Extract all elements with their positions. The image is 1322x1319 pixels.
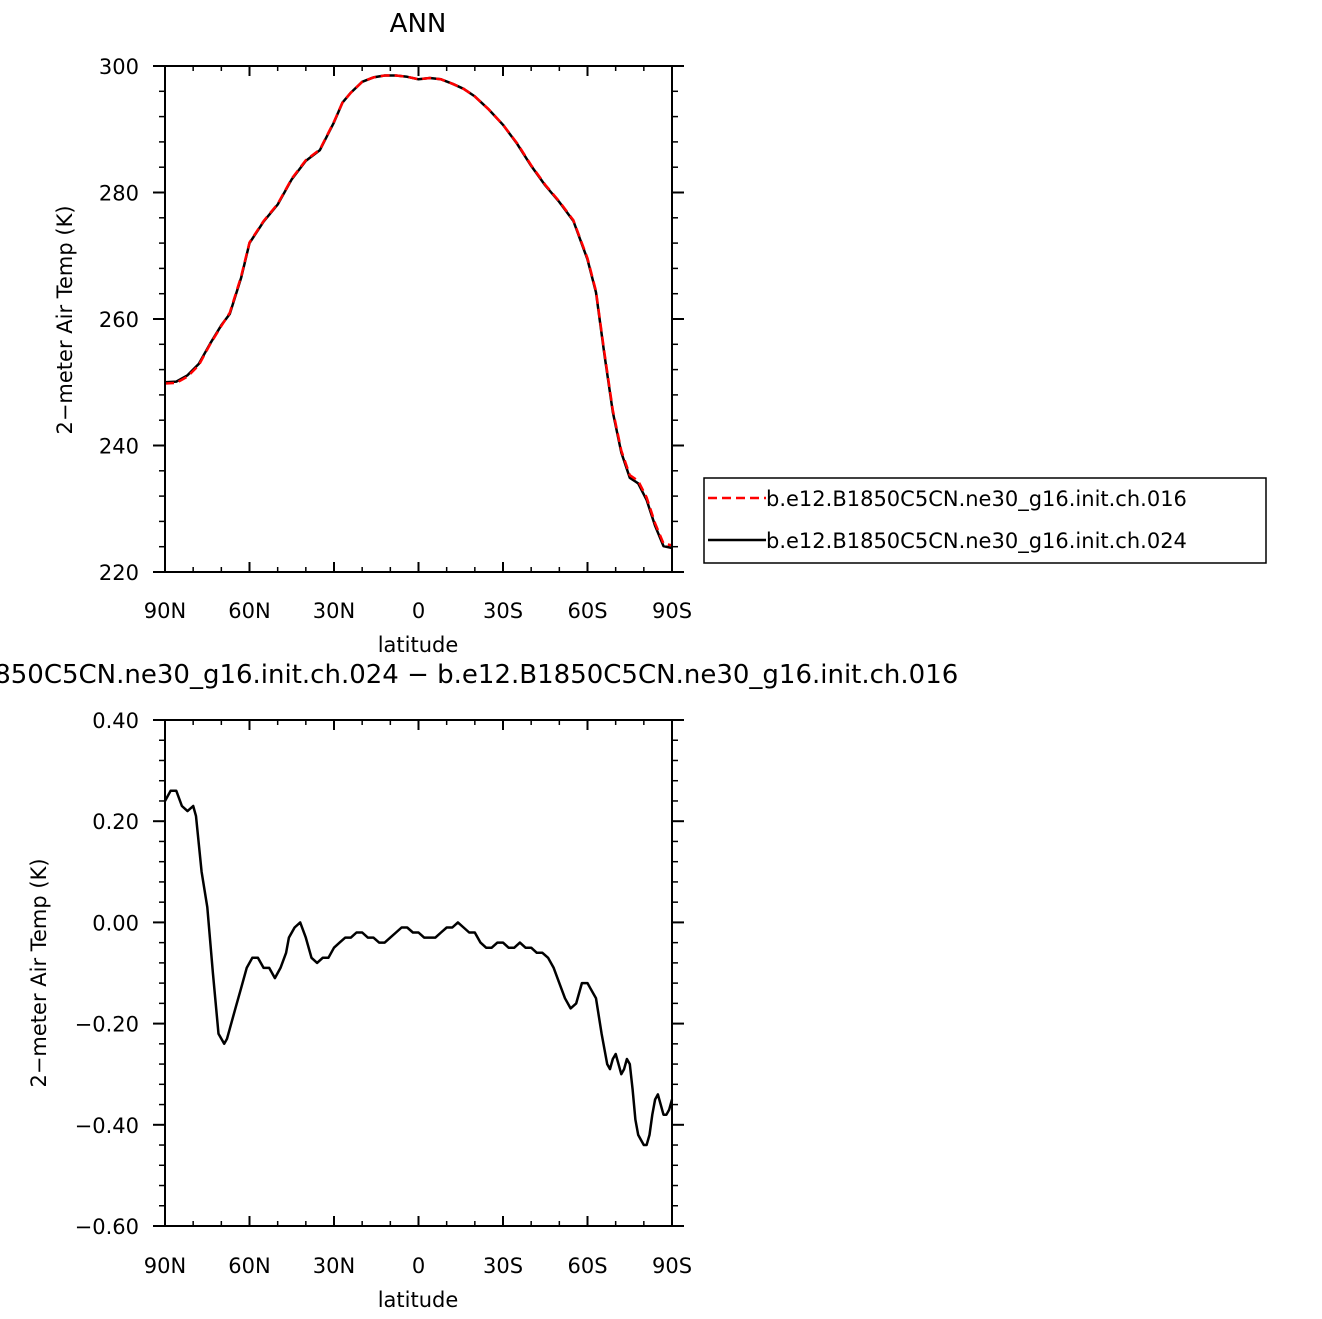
y-tick-label: −0.20	[75, 1013, 139, 1037]
x-tick-label: 60N	[228, 1254, 270, 1278]
legend-label-ch024: b.e12.B1850C5CN.ne30_g16.init.ch.024	[766, 529, 1187, 554]
x-tick-label: 30S	[483, 599, 523, 623]
top-panel-ann: ANN 2−meter Air Temp (K) latitude 90N 60N…	[53, 9, 1267, 657]
y-axis-label: 2−meter Air Temp (K)	[53, 205, 77, 434]
series-line-dashed	[164, 74, 673, 547]
x-tick-label: 90S	[652, 1254, 692, 1278]
bottom-panel-difference: b.e12.B1850C5CN.ne30_g16.init.ch.024 − b…	[0, 660, 958, 1312]
x-tick-label: 30S	[483, 1254, 523, 1278]
chart-title-difference: b.e12.B1850C5CN.ne30_g16.init.ch.024 − b…	[0, 660, 958, 690]
x-tick-label: 60N	[228, 599, 270, 623]
x-tick-label: 90S	[652, 599, 692, 623]
x-tick-label: 30N	[313, 1254, 355, 1278]
series-line-solid	[164, 74, 673, 550]
x-tick-label: 60S	[567, 1254, 607, 1278]
x-tick-label: 90N	[144, 1254, 186, 1278]
y-tick-label: 220	[99, 561, 139, 585]
chart-title: ANN	[390, 9, 447, 39]
plot-area: 90N 60N 30N 0 30S 60S 90S −0.60 −0.40 −0.20 0.00 0.…	[75, 709, 692, 1278]
plot-area: 90N 60N 30N 0 30S 60S 90S 220 240 260 280 300	[99, 55, 692, 623]
y-tick-label: 280	[99, 182, 139, 206]
plot-frame	[164, 65, 673, 573]
legend-box	[703, 477, 1267, 564]
x-axis-label: latitude	[378, 633, 459, 657]
x-tick-label: 0	[412, 1254, 425, 1278]
series-line-solid	[163, 789, 674, 1147]
x-tick-label: 0	[412, 599, 425, 623]
x-tick-label: 30N	[313, 599, 355, 623]
x-axis-label-difference: latitude	[378, 1288, 459, 1312]
y-tick-label: −0.60	[75, 1215, 139, 1239]
legend-label-ch016: b.e12.B1850C5CN.ne30_g16.init.ch.016	[766, 487, 1187, 512]
legend: b.e12.B1850C5CN.ne30_g16.init.ch.016 b.e…	[703, 477, 1267, 564]
y-tick-label: 260	[99, 308, 139, 332]
y-tick-label: 0.20	[92, 810, 139, 834]
y-tick-label: 0.00	[92, 911, 139, 935]
x-tick-label: 60S	[567, 599, 607, 623]
plot-frame	[164, 719, 673, 1227]
y-tick-label: 0.40	[92, 709, 139, 733]
y-tick-label: 240	[99, 435, 139, 459]
y-tick-label: −0.40	[75, 1114, 139, 1138]
y-axis-label-difference: 2−meter Air Temp (K)	[27, 858, 51, 1087]
y-tick-label: 300	[99, 55, 139, 79]
x-tick-label: 90N	[144, 599, 186, 623]
